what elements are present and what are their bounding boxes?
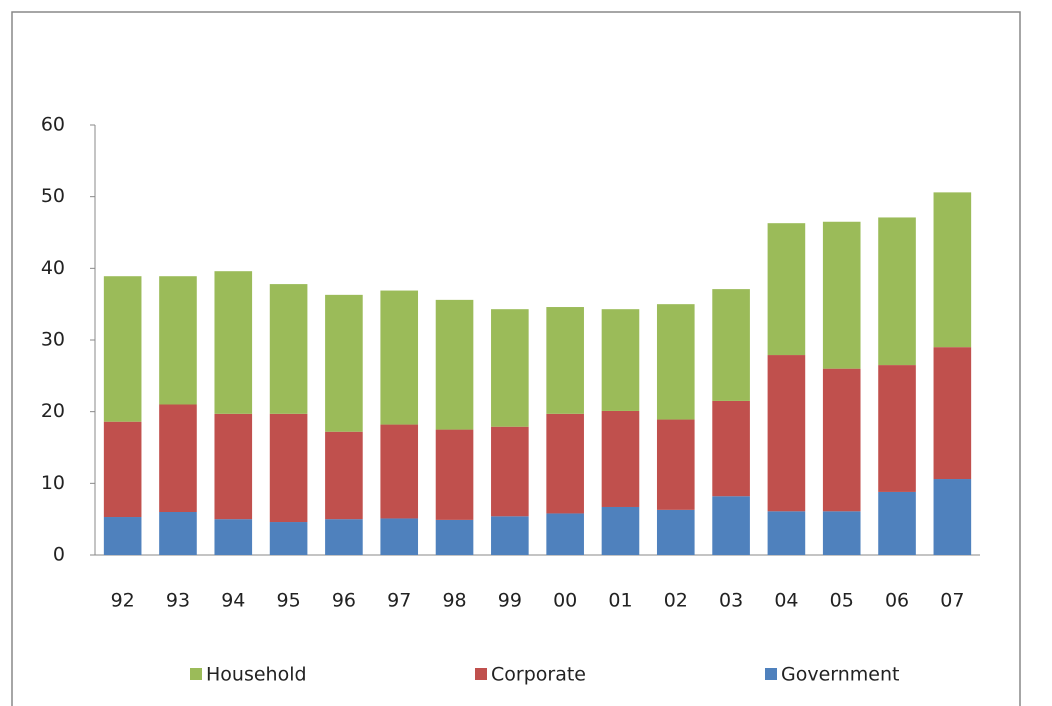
x-tick-label: 05: [830, 590, 854, 612]
bar-segment: [159, 276, 197, 405]
bar-segment: [380, 424, 419, 519]
bar-segment: [767, 223, 806, 356]
bar-segment: [214, 413, 253, 520]
legend-label: Corporate: [491, 664, 586, 686]
y-tick-label: 50: [41, 185, 65, 207]
bar-segment: [546, 413, 584, 514]
x-tick-label: 93: [166, 590, 190, 612]
bar-segment: [491, 426, 529, 517]
y-tick-label: 40: [41, 257, 65, 279]
legend-swatch: [190, 668, 202, 680]
bar-segment: [933, 479, 972, 555]
x-tick-label: 97: [387, 590, 411, 612]
bar-segment: [601, 506, 640, 555]
bar-segment: [712, 400, 750, 497]
legend-label: Household: [206, 664, 307, 686]
bar-segment: [214, 271, 253, 414]
bar-segment: [822, 368, 861, 512]
bar-segment: [214, 519, 253, 555]
x-tick-label: 06: [885, 590, 909, 612]
x-tick-label: 00: [553, 590, 577, 612]
x-tick-label: 94: [221, 590, 245, 612]
bar-segment: [712, 289, 750, 401]
y-tick-label: 60: [41, 114, 65, 136]
x-tick-label: 04: [774, 590, 798, 612]
x-tick-label: 07: [940, 590, 964, 612]
bar-segment: [325, 519, 363, 555]
x-tick-label: 02: [664, 590, 688, 612]
bar-segment: [103, 517, 142, 555]
x-tick-label: 98: [442, 590, 466, 612]
bar-segment: [435, 519, 474, 555]
bar-segment: [269, 522, 308, 555]
y-tick-label: 10: [41, 472, 65, 494]
bar-segment: [325, 431, 363, 520]
bar-segment: [601, 309, 640, 411]
bar-segment: [878, 491, 916, 555]
bar-segment: [491, 516, 529, 555]
y-tick-label: 20: [41, 400, 65, 422]
bar-segment: [491, 309, 529, 427]
bar-segment: [325, 294, 363, 432]
bar-segment: [822, 511, 861, 555]
y-tick-label: 0: [53, 544, 65, 566]
bar-segment: [767, 511, 806, 555]
y-tick-label: 30: [41, 329, 65, 351]
x-tick-label: 01: [608, 590, 632, 612]
bar-segment: [435, 429, 474, 520]
bar-segment: [380, 290, 419, 425]
bar-segment: [269, 413, 308, 523]
bar-segment: [822, 221, 861, 369]
bar-segment: [767, 355, 806, 512]
x-tick-label: 99: [498, 590, 522, 612]
bar-segment: [878, 365, 916, 492]
bar-segment: [712, 496, 750, 555]
x-tick-label: 95: [277, 590, 301, 612]
legend-label: Government: [781, 664, 900, 686]
bar-segment: [656, 509, 695, 555]
legend-swatch: [475, 668, 487, 680]
x-tick-label: 92: [111, 590, 135, 612]
legend-swatch: [765, 668, 777, 680]
bar-segment: [656, 304, 695, 420]
bar-segment: [601, 410, 640, 507]
bar-segment: [933, 192, 972, 348]
bar-segment: [159, 512, 197, 555]
bar-segment: [546, 307, 584, 414]
bar-segment: [269, 284, 308, 414]
bar-segment: [878, 217, 916, 366]
bar-segment: [656, 419, 695, 510]
x-tick-label: 96: [332, 590, 356, 612]
bar-segment: [435, 299, 474, 430]
bar-segment: [546, 513, 584, 555]
bar-segment: [159, 404, 197, 512]
bar-segment: [103, 421, 142, 518]
bar-segment: [380, 518, 419, 555]
x-tick-label: 03: [719, 590, 743, 612]
bar-segment: [103, 276, 142, 422]
bar-segment: [933, 347, 972, 480]
